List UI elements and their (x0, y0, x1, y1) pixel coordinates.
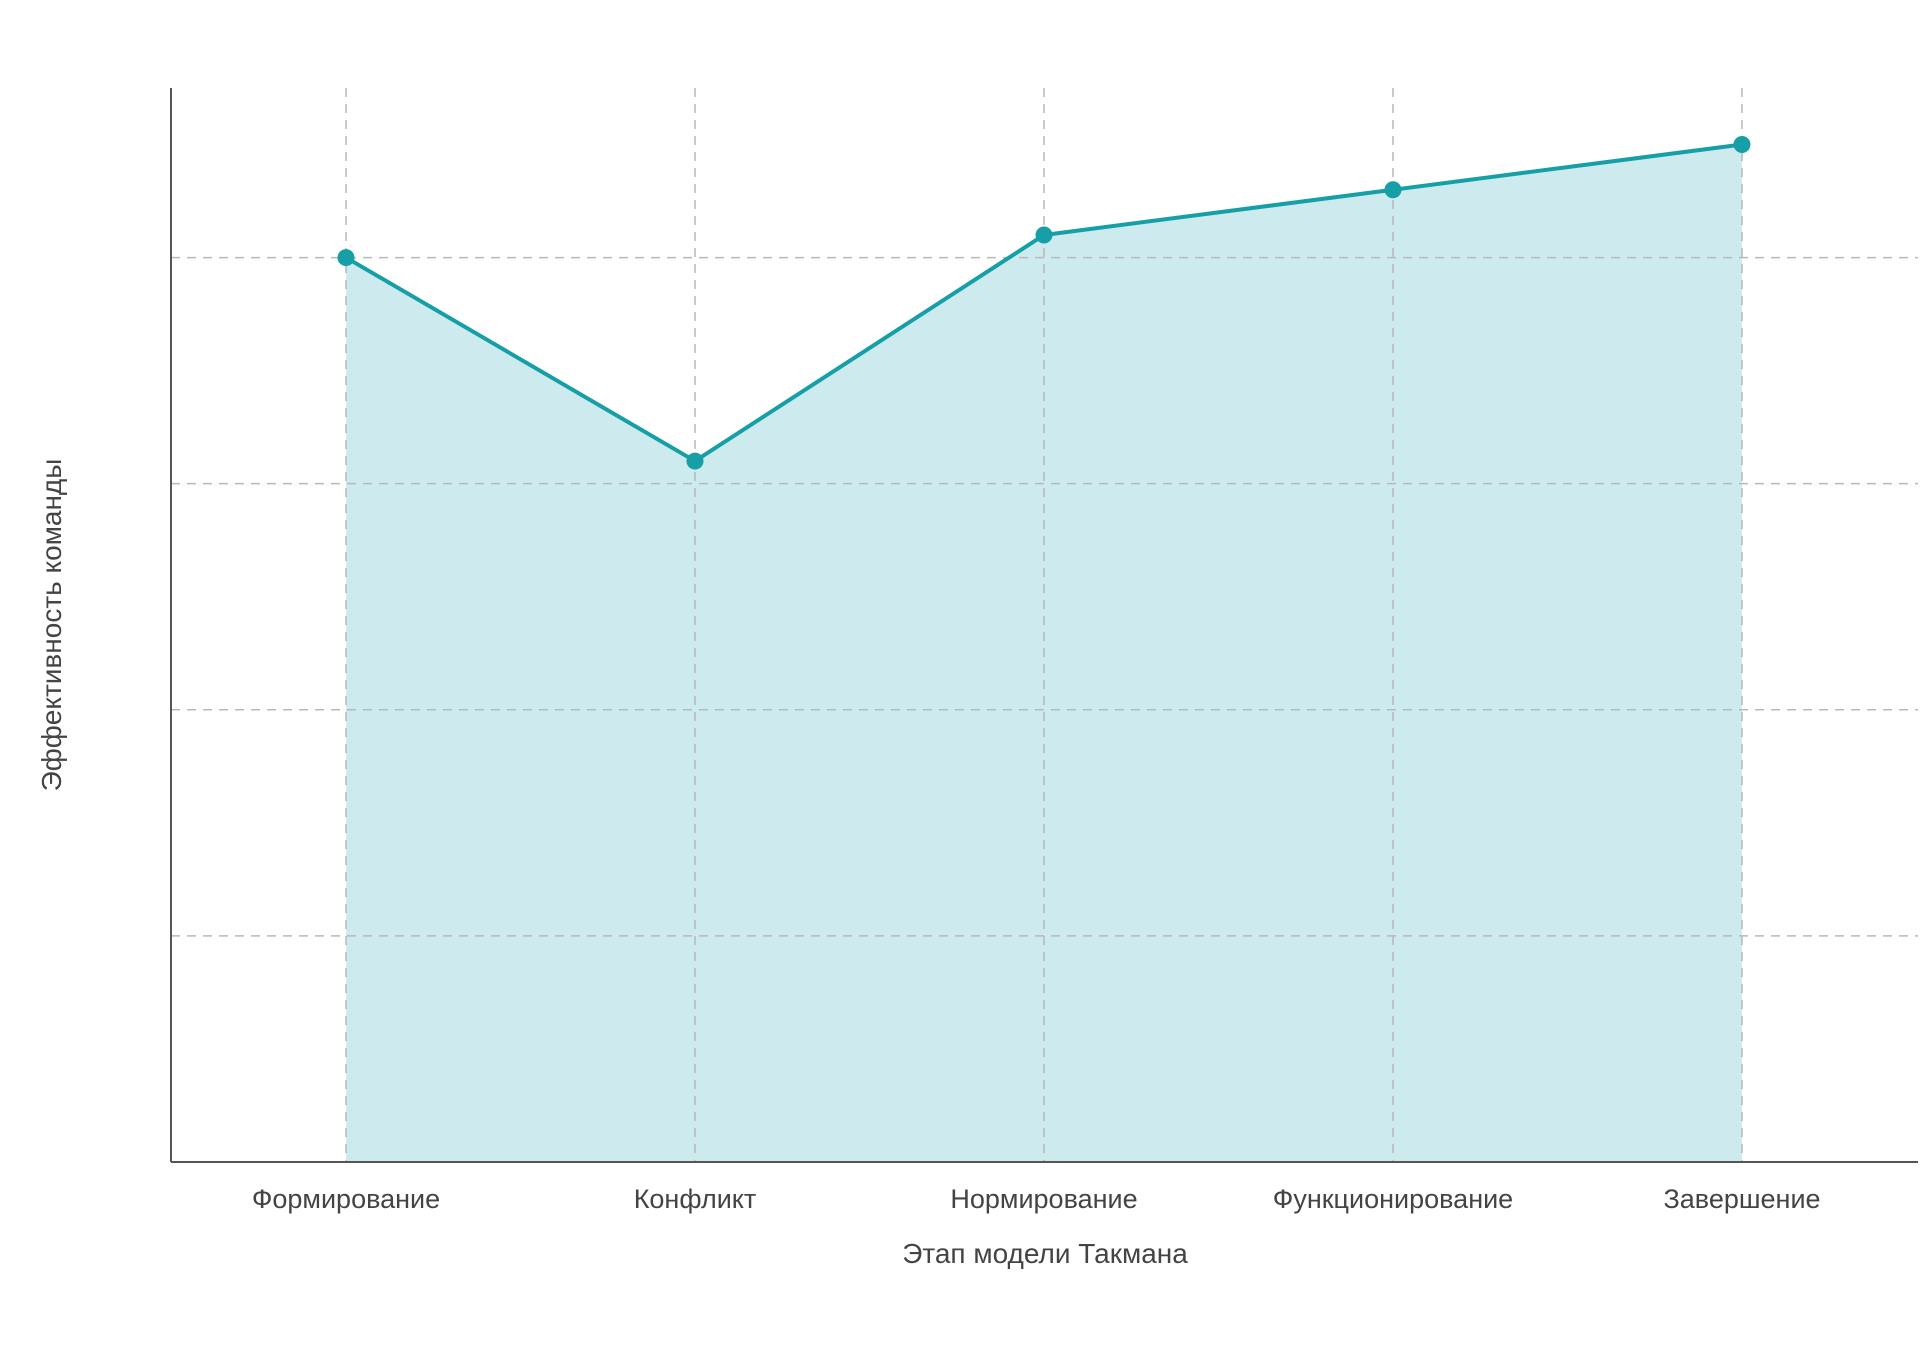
data-point (1035, 226, 1053, 244)
x-tick-label: Формирование (252, 1184, 440, 1214)
data-point (686, 452, 704, 470)
y-axis-title: Эффективность команды (36, 459, 67, 792)
x-tick-label: Функционирование (1273, 1184, 1513, 1214)
x-tick-label: Нормирование (950, 1184, 1137, 1214)
data-point (337, 249, 355, 267)
data-point (1733, 136, 1751, 154)
plot-area: Формирование Конфликт Нормирование Функцион… (170, 88, 1918, 1214)
x-tick-label: Конфликт (634, 1184, 757, 1214)
data-point (1384, 181, 1402, 199)
x-tick-label: Завершение (1663, 1184, 1820, 1214)
x-axis-title: Этап модели Такмана (902, 1238, 1188, 1269)
